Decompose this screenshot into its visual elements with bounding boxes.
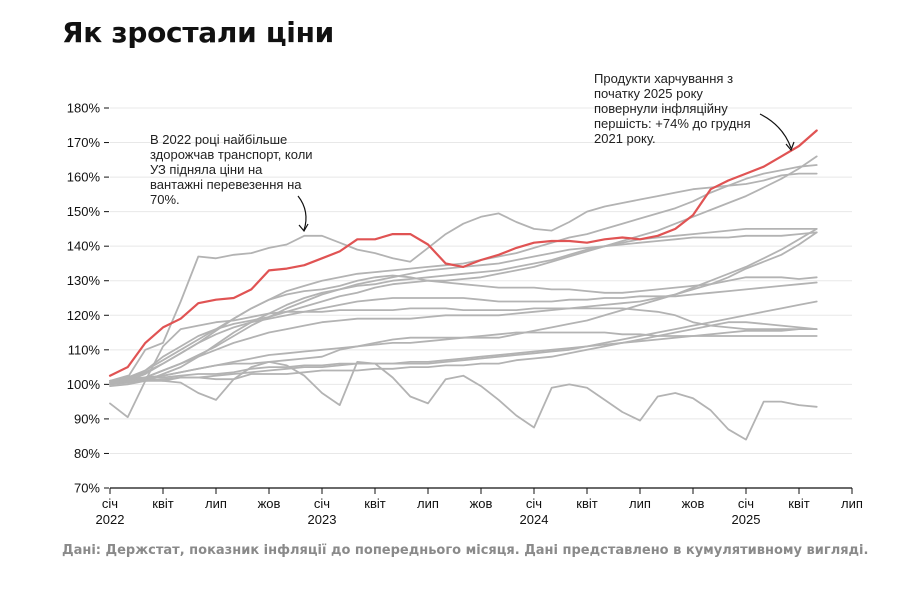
x-tick-year: 2025	[732, 512, 761, 527]
y-tick-label: 140%	[67, 239, 101, 254]
series-group-highlight	[108, 129, 818, 377]
x-tick-label: жов	[258, 496, 281, 511]
annotation-line: першість: +74% до грудня	[594, 116, 751, 131]
annotation-line: В 2022 році найбільше	[150, 132, 287, 147]
x-tick-label: лип	[205, 496, 227, 511]
series-line-13	[109, 307, 818, 419]
x-tick-label: жов	[682, 496, 705, 511]
series-line-12	[109, 300, 818, 382]
series-group-other	[109, 155, 818, 441]
annotation-line: здорожчав транспорт, коли	[150, 147, 313, 162]
annotation-line: Продукти харчування з	[594, 71, 733, 86]
annotation-line: 70%.	[150, 192, 180, 207]
annotation-food: Продукти харчування з початку 2025 року по…	[594, 71, 751, 146]
x-tick-year: 2023	[308, 512, 337, 527]
series-line-1	[109, 172, 818, 382]
x-tick-label: жов	[470, 496, 493, 511]
y-tick-label: 150%	[67, 204, 101, 219]
x-tick-label: квіт	[364, 496, 385, 511]
annotation-arrowhead-food	[785, 141, 795, 152]
series-line-3	[109, 155, 818, 384]
y-tick-label: 180%	[67, 101, 101, 116]
series-line-15	[109, 361, 818, 441]
series-line-8	[109, 328, 818, 386]
series-line-14	[109, 321, 818, 382]
x-tick-label: квіт	[152, 496, 173, 511]
y-tick-label: 80%	[74, 446, 100, 461]
x-tick-label: січ	[526, 496, 542, 511]
annotations: В 2022 році найбільше здорожчав транспорт…	[150, 71, 795, 233]
x-tick-label: січ	[314, 496, 330, 511]
annotation-arrow-transport	[297, 195, 307, 231]
series-line-7	[109, 231, 818, 384]
series-line-5	[109, 281, 818, 384]
grid-lines	[110, 107, 852, 454]
y-tick-label: 90%	[74, 411, 100, 426]
series-line-9	[109, 231, 818, 386]
y-tick-label: 100%	[67, 377, 101, 392]
x-tick-year: 2022	[96, 512, 125, 527]
y-tick-label: 120%	[67, 308, 101, 323]
annotation-line: повернули інфляційну	[594, 101, 728, 116]
annotation-arrowhead-transport	[298, 223, 309, 233]
x-tick-label: квіт	[576, 496, 597, 511]
annotation-line: 2021 року.	[594, 131, 656, 146]
y-tick-label: 160%	[67, 170, 101, 185]
x-tick-label: квіт	[788, 496, 809, 511]
y-tick-label: 130%	[67, 273, 101, 288]
x-tick-label: лип	[417, 496, 439, 511]
series-line-10	[109, 228, 818, 384]
y-tick-label: 70%	[74, 481, 100, 496]
annotation-transport: В 2022 році найбільше здорожчав транспорт…	[150, 132, 313, 207]
series-line-highlight	[108, 129, 818, 377]
source-note: Дані: Держстат, показник інфляції до поп…	[62, 543, 869, 558]
chart-title: Як зростали ціни	[62, 16, 334, 49]
x-tick-label: січ	[102, 496, 118, 511]
x-tick-label: лип	[841, 496, 863, 511]
y-tick-label: 110%	[68, 342, 101, 357]
annotation-line: початку 2025 року	[594, 86, 703, 101]
annotation-arrow-food	[759, 113, 792, 149]
series-line-11	[109, 228, 818, 387]
annotation-line: вантажні перевезення на	[150, 177, 302, 192]
y-tick-label: 170%	[67, 135, 101, 150]
annotation-line: УЗ підняла ціни на	[150, 162, 263, 177]
x-tick-year: 2024	[520, 512, 549, 527]
y-axis: 70% 80% 90% 100% 110% 120% 130% 140% 150% 160% 170…	[67, 101, 109, 496]
x-tick-label: лип	[629, 496, 651, 511]
x-tick-label: січ	[738, 496, 754, 511]
